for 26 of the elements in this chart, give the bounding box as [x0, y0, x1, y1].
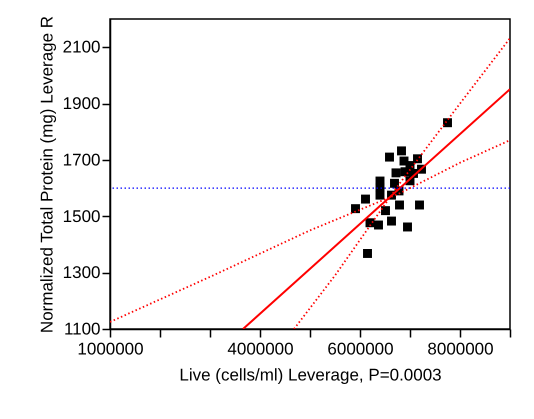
y-tick-label: 1300 [62, 263, 100, 282]
x-tick-label: 1000000 [77, 340, 144, 358]
point [381, 206, 390, 216]
x-tick-label: 8000000 [427, 340, 494, 358]
point [374, 220, 383, 230]
point [403, 222, 412, 232]
point [385, 152, 394, 162]
y-tick-label: 1900 [62, 94, 100, 114]
point [443, 118, 452, 128]
point [361, 194, 370, 204]
y-tick-label: 1500 [62, 206, 100, 226]
y-tick-label: 1100 [64, 320, 100, 338]
x-axis-title: Live (cells/ml) Leverage, P=0.0003 [179, 366, 442, 384]
y-axis-title: Normalized Total Protein (mg) Leverage R [38, 16, 57, 334]
point [387, 216, 396, 226]
point [351, 204, 360, 214]
x-tick-label: 4000000 [227, 340, 294, 358]
point [395, 200, 404, 210]
y-tick-label: 2100 [62, 38, 100, 57]
point [392, 168, 400, 178]
x-tick-label: 6000000 [327, 340, 394, 358]
point [397, 146, 406, 156]
point [376, 190, 384, 200]
point [415, 200, 424, 210]
point [363, 249, 372, 258]
y-tick-label: 1700 [62, 150, 100, 170]
